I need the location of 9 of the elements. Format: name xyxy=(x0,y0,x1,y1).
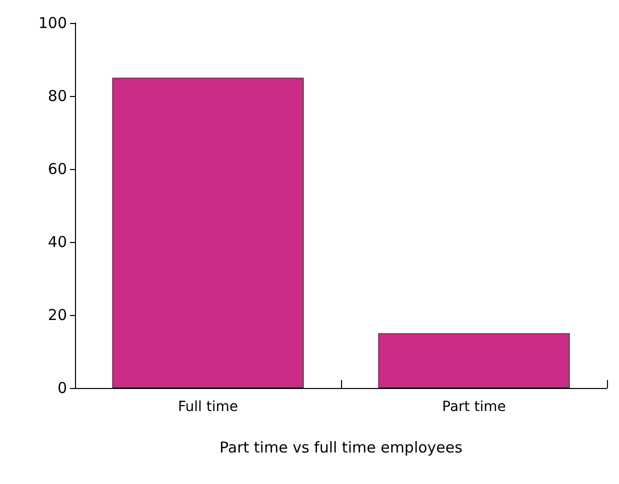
y-tick-label: 40 xyxy=(48,233,67,251)
x-axis-title: Part time vs full time employees xyxy=(220,438,463,456)
x-tick-label: Part time xyxy=(442,399,506,415)
y-tick-label: 100 xyxy=(38,14,67,32)
y-tick-label: 80 xyxy=(48,87,67,105)
y-tick-label: 60 xyxy=(48,160,67,178)
y-tick-label: 0 xyxy=(57,379,67,397)
y-tick-label: 20 xyxy=(48,306,67,324)
x-tick-label: Full time xyxy=(178,399,238,415)
